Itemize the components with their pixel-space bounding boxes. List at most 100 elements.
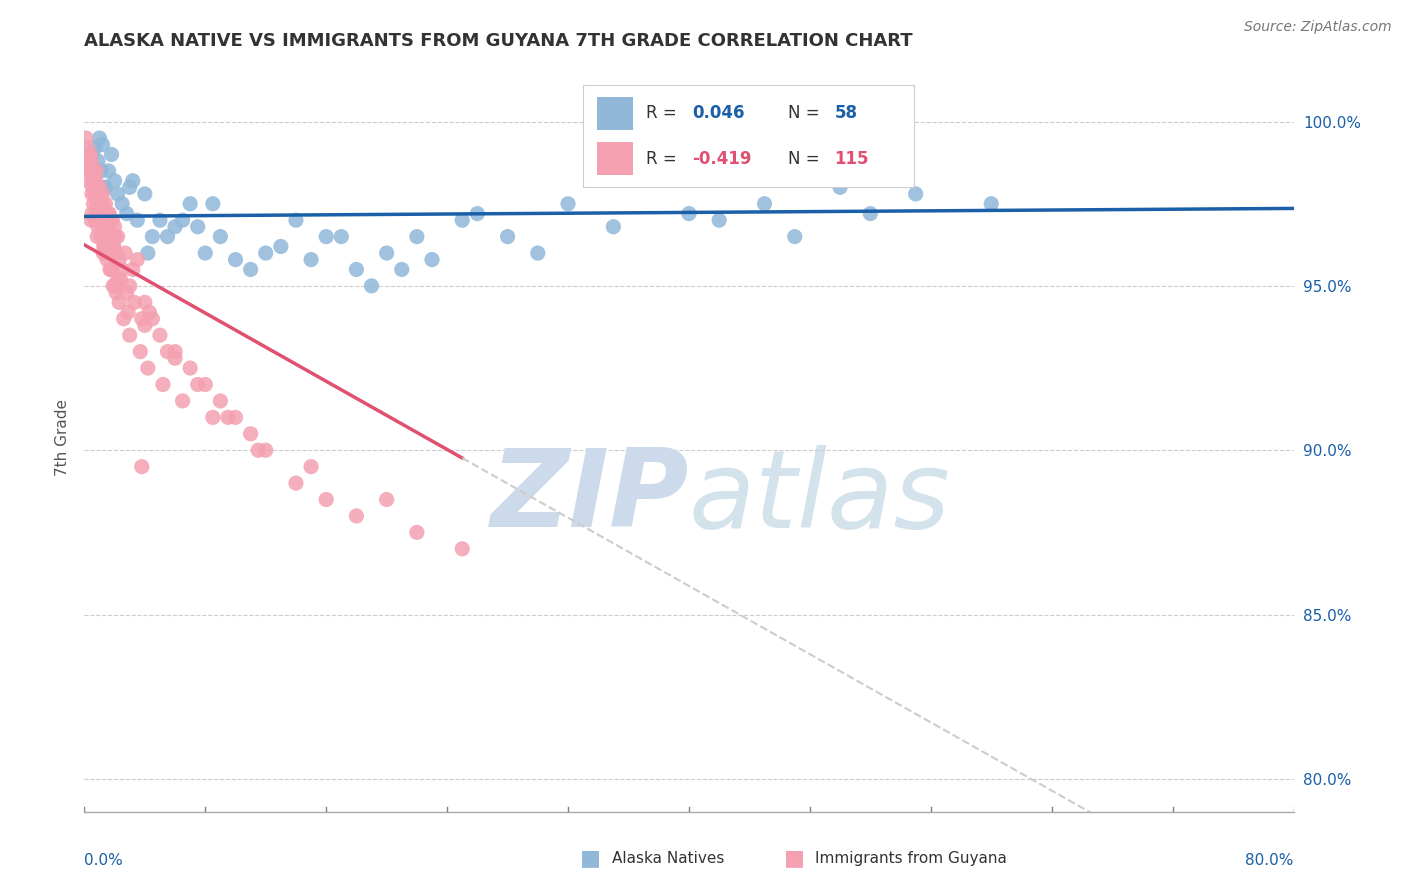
- Point: [108, 252, 131, 267]
- Point: [201, 410, 224, 425]
- Point: [172, 213, 194, 227]
- Point: [114, 246, 136, 260]
- Point: [209, 393, 232, 408]
- Point: [467, 206, 489, 220]
- Point: [101, 239, 124, 253]
- Point: [80, 186, 103, 201]
- Point: [118, 328, 141, 343]
- Point: [194, 246, 217, 260]
- Point: [149, 213, 172, 227]
- Point: [117, 305, 139, 319]
- Point: [76, 147, 98, 161]
- Point: [194, 377, 217, 392]
- Point: [93, 180, 115, 194]
- Point: [77, 154, 100, 169]
- Text: N =: N =: [789, 104, 825, 122]
- Point: [527, 246, 550, 260]
- Point: [75, 131, 97, 145]
- Point: [217, 410, 239, 425]
- Point: [94, 180, 117, 194]
- Point: [346, 262, 368, 277]
- Point: [82, 174, 104, 188]
- Point: [80, 213, 103, 227]
- Point: [859, 206, 882, 220]
- Point: [172, 393, 194, 408]
- Point: [127, 252, 149, 267]
- Point: [86, 196, 108, 211]
- Point: [107, 229, 129, 244]
- Point: [830, 180, 852, 194]
- Point: [225, 410, 247, 425]
- Point: [451, 213, 474, 227]
- Point: [80, 154, 103, 169]
- Point: [94, 229, 117, 244]
- Point: [496, 229, 519, 244]
- Text: ZIP: ZIP: [491, 444, 689, 550]
- Point: [141, 229, 163, 244]
- Text: ALASKA NATIVE VS IMMIGRANTS FROM GUYANA 7TH GRADE CORRELATION CHART: ALASKA NATIVE VS IMMIGRANTS FROM GUYANA …: [84, 32, 912, 50]
- Point: [94, 196, 117, 211]
- Text: atlas: atlas: [689, 444, 950, 549]
- Text: R =: R =: [647, 104, 682, 122]
- Point: [96, 252, 118, 267]
- Point: [79, 164, 101, 178]
- Point: [315, 229, 337, 244]
- Point: [127, 213, 149, 227]
- Point: [90, 213, 112, 227]
- Point: [152, 377, 174, 392]
- Point: [330, 229, 353, 244]
- Point: [87, 186, 110, 201]
- Point: [131, 459, 153, 474]
- Point: [391, 262, 413, 277]
- Point: [87, 154, 110, 169]
- Text: 58: 58: [835, 104, 858, 122]
- Point: [225, 252, 247, 267]
- Point: [83, 186, 105, 201]
- Point: [103, 239, 125, 253]
- Point: [149, 328, 172, 343]
- Point: [86, 164, 108, 178]
- Point: [131, 311, 153, 326]
- Point: [112, 311, 135, 326]
- Text: Immigrants from Guyana: Immigrants from Guyana: [815, 851, 1007, 865]
- Point: [187, 377, 209, 392]
- Text: N =: N =: [789, 150, 825, 168]
- Point: [93, 239, 115, 253]
- Point: [98, 229, 121, 244]
- Point: [254, 246, 277, 260]
- Point: [90, 229, 112, 244]
- Point: [105, 246, 128, 260]
- Text: 80.0%: 80.0%: [1246, 853, 1294, 868]
- Point: [299, 459, 322, 474]
- Point: [89, 186, 111, 201]
- Point: [84, 174, 107, 188]
- Point: [100, 262, 122, 277]
- Point: [239, 262, 262, 277]
- Point: [80, 206, 103, 220]
- Point: [77, 154, 100, 169]
- Point: [179, 196, 201, 211]
- Point: [156, 229, 179, 244]
- Point: [87, 219, 110, 234]
- Text: -0.419: -0.419: [693, 150, 752, 168]
- Point: [93, 213, 115, 227]
- Point: [179, 361, 201, 376]
- Point: [129, 344, 152, 359]
- Point: [709, 213, 731, 227]
- Point: [285, 213, 308, 227]
- Point: [89, 131, 111, 145]
- Text: ■: ■: [581, 848, 600, 868]
- Point: [94, 206, 117, 220]
- Point: [79, 147, 101, 161]
- Point: [165, 219, 187, 234]
- Text: R =: R =: [647, 150, 682, 168]
- Point: [100, 213, 122, 227]
- Point: [105, 285, 128, 300]
- Point: [84, 186, 107, 201]
- Y-axis label: 7th Grade: 7th Grade: [55, 399, 70, 475]
- Point: [91, 246, 114, 260]
- Point: [77, 154, 100, 169]
- Text: 115: 115: [835, 150, 869, 168]
- Point: [107, 186, 129, 201]
- Point: [104, 219, 127, 234]
